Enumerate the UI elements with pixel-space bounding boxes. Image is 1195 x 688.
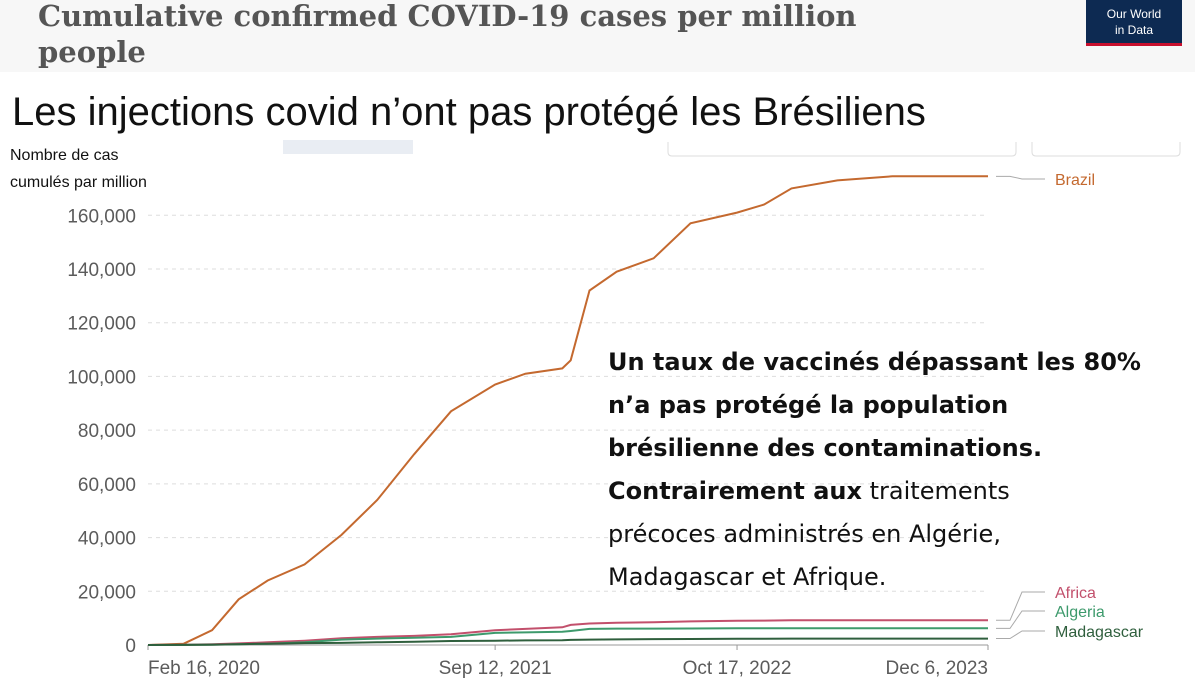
- x-tick-label: Sep 12, 2021: [439, 658, 552, 679]
- legend-label: Madagascar: [1055, 624, 1144, 641]
- annotation-text: précoces administrés en Algérie,: [608, 520, 1001, 548]
- annotation-line: précoces administrés en Algérie,: [608, 520, 1001, 548]
- data-line: [147, 175, 988, 646]
- y-tick-label: 60,000: [78, 475, 136, 496]
- annotation-text: Contrairement aux: [608, 477, 863, 505]
- data-line: [147, 619, 988, 646]
- y-tick-label: 100,000: [67, 367, 136, 388]
- x-tick-label: Oct 17, 2022: [683, 658, 792, 679]
- annotation-line: Un taux de vaccinés dépassant les 80%: [608, 348, 1141, 376]
- owid-title: people: [38, 35, 146, 69]
- annotation-line: brésilienne des contaminations.: [608, 434, 1042, 462]
- y-tick-label: 140,000: [67, 260, 136, 281]
- logo-text: Our World: [1107, 7, 1161, 21]
- annotation-text: Un taux de vaccinés dépassant les 80%: [608, 348, 1141, 376]
- y-axis-label: Nombre de cas: [10, 147, 119, 164]
- legend-connector: [996, 630, 1045, 640]
- y-axis-label: cumulés par million: [10, 174, 147, 191]
- logo: [1086, 0, 1182, 46]
- logo-stripe: [1086, 43, 1182, 46]
- owid-title: Cumulative confirmed COVID-19 cases per …: [38, 0, 857, 33]
- annotation-line: Madagascar et Afrique.: [608, 563, 886, 591]
- ui-frame: [667, 142, 1181, 157]
- y-tick-label: 120,000: [67, 314, 136, 335]
- logo-text: in Data: [1115, 23, 1153, 37]
- annotation-text: n’a pas protégé la population: [608, 391, 1008, 419]
- legend-connector: [996, 610, 1045, 629]
- x-tick-label: Feb 16, 2020: [148, 658, 260, 679]
- legend-connector: [996, 591, 1045, 621]
- legend-connector: [996, 175, 1045, 180]
- data-line: [147, 637, 988, 646]
- chart-title: Les injections covid n’ont pas protégé l…: [12, 90, 926, 134]
- legend-label: Algeria: [1055, 604, 1105, 621]
- annotation-text: traitements: [862, 477, 1010, 505]
- legend-label: Africa: [1055, 585, 1096, 602]
- y-tick-label: 40,000: [78, 529, 136, 550]
- ui-tab: [283, 140, 413, 154]
- y-tick-label: 160,000: [67, 206, 136, 227]
- y-tick-label: 20,000: [78, 582, 136, 603]
- y-tick-label: 80,000: [78, 421, 136, 442]
- annotation-line: n’a pas protégé la population: [608, 391, 1008, 419]
- data-line: [147, 627, 988, 646]
- x-tick-label: Dec 6, 2023: [886, 658, 988, 679]
- legend-label: Brazil: [1055, 172, 1095, 189]
- annotation-text: brésilienne des contaminations.: [608, 434, 1042, 462]
- y-tick-label: 0: [125, 636, 136, 657]
- header-band: [0, 0, 1195, 72]
- annotation-line: Contrairement aux traitements: [608, 477, 1010, 505]
- annotation-text: Madagascar et Afrique.: [608, 563, 886, 591]
